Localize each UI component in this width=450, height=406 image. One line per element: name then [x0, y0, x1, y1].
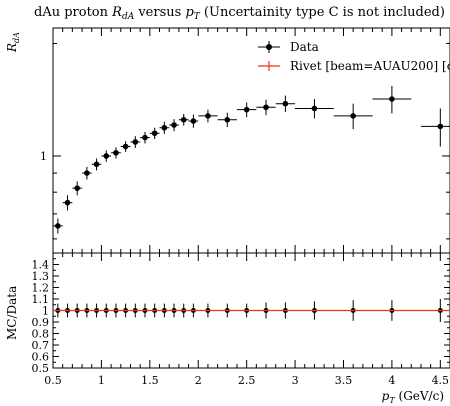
ratio-y-tick-label: 1: [42, 305, 49, 318]
legend-entry-rivet: Rivet [beam=AUAU200] [c: [290, 59, 450, 73]
data-point-marker: [84, 170, 90, 176]
ratio-y-tick-label: 1.2: [32, 282, 50, 295]
data-point: [217, 112, 237, 128]
data-point: [111, 147, 121, 159]
data-point: [91, 158, 102, 171]
x-tick-label: 2: [195, 374, 202, 387]
data-point: [62, 195, 73, 211]
y-axis-label: RdA: [5, 32, 21, 53]
data-point-marker: [311, 105, 318, 112]
data-point-marker: [282, 100, 289, 107]
data-point-marker: [132, 139, 139, 145]
data-point: [130, 136, 141, 149]
data-point: [236, 102, 257, 118]
ratio-y-tick-label: 0.7: [32, 339, 50, 352]
x-tick-labels: 0.5 1 1.5 2 2.5 3 3.5 4 4.5: [44, 374, 449, 387]
data-point: [53, 218, 63, 234]
data-point: [420, 108, 450, 147]
data-point-marker: [437, 123, 444, 130]
ratio-y-axis-label: MC/Data: [5, 286, 19, 340]
x-tick-label: 1: [98, 374, 105, 387]
x-tick-label: 4: [388, 374, 395, 387]
data-point-marker: [350, 113, 356, 119]
x-tick-label: 1.5: [141, 374, 159, 387]
ratio-y-tick-label: 1.3: [32, 270, 50, 283]
data-point: [178, 114, 189, 126]
data-point-marker: [122, 143, 129, 150]
ratio-ticks: [52, 253, 450, 369]
ratio-y-tick-label: 0.9: [32, 316, 50, 329]
data-point-marker: [389, 96, 395, 102]
data-point-marker: [55, 223, 61, 229]
data-point: [72, 181, 83, 196]
x-axis-label: pT (GeV/c): [382, 389, 444, 405]
data-point: [101, 150, 112, 162]
data-point: [372, 85, 412, 114]
data-point: [149, 127, 160, 140]
data-point-marker: [180, 116, 187, 123]
ratio-y-tick-label: 1.4: [32, 259, 50, 272]
x-tick-label: 3.5: [335, 374, 353, 387]
x-tick-label: 0.5: [44, 374, 62, 387]
main-ticks: [52, 28, 450, 253]
x-tick-label: 4.5: [432, 374, 450, 387]
data-point-marker: [113, 149, 119, 156]
ratio-y-tick-label: 0.8: [32, 328, 50, 341]
data-point: [295, 99, 334, 119]
data-point: [140, 131, 150, 144]
data-point-marker: [190, 118, 197, 124]
data-point-marker: [161, 124, 168, 131]
ratio-y-tick-label: 0.6: [32, 351, 50, 364]
data-point-marker: [205, 113, 211, 119]
legend-data-marker: [266, 44, 272, 50]
data-points: [53, 85, 450, 234]
data-point: [275, 95, 296, 113]
data-point-marker: [64, 199, 71, 206]
data-point-marker: [151, 130, 158, 137]
data-point: [169, 119, 179, 132]
data-point-marker: [142, 134, 148, 141]
data-point-marker: [224, 116, 231, 123]
data-point: [198, 109, 218, 123]
data-point: [120, 141, 131, 152]
data-point: [159, 121, 170, 134]
x-tick-label: 3: [292, 374, 299, 387]
data-point: [333, 103, 373, 130]
chart-title: dAu proton RdA versus pT (Uncertainity t…: [34, 5, 445, 22]
data-point-marker: [171, 122, 177, 128]
data-point: [256, 99, 276, 116]
data-point-marker: [103, 153, 110, 159]
ratio-y-tick-labels: 0.50.60.70.80.911.11.21.31.4: [32, 259, 50, 376]
main-y-tick-label: 1: [40, 150, 47, 163]
data-point: [188, 114, 199, 128]
ratio-y-tick-label: 0.5: [32, 362, 50, 375]
data-point-marker: [93, 161, 100, 168]
x-tick-label: 2.5: [238, 374, 256, 387]
data-point-marker: [263, 104, 269, 111]
data-point-marker: [243, 106, 250, 113]
legend: Data Rivet [beam=AUAU200] [c: [258, 40, 450, 73]
data-point: [82, 166, 92, 180]
ratio-y-tick-label: 1.1: [32, 293, 50, 306]
data-point-marker: [74, 185, 81, 191]
main-y-tick-labels: 1: [40, 150, 47, 163]
legend-entry-data: Data: [290, 40, 319, 54]
